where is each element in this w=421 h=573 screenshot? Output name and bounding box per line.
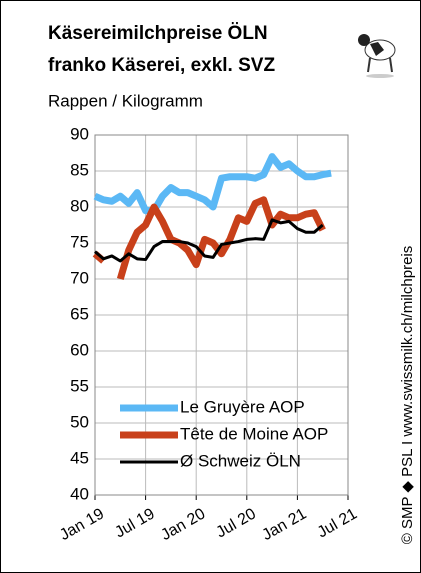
y-tick-label: 90 [70, 124, 89, 143]
y-tick-label: 80 [70, 196, 89, 215]
chart-title: Käsereimilchpreise ÖLN [48, 23, 268, 44]
y-tick-label: 55 [70, 376, 89, 395]
plot-border [94, 134, 349, 496]
legend-label: Ø Schweiz ÖLN [180, 451, 301, 470]
y-tick-label: 50 [70, 412, 89, 431]
series-line [92, 251, 106, 264]
legend-label: Tête de Moine AOP [180, 424, 328, 443]
source-note: © SMP ◆ PSL I www.swissmilk.ch/milchprei… [399, 246, 416, 544]
y-tick-label: 85 [70, 160, 89, 179]
y-tick-label: 40 [70, 484, 89, 503]
cow-icon [358, 34, 396, 78]
y-tick-label: 70 [70, 268, 89, 287]
series-line [116, 196, 326, 280]
y-tick-label: 60 [70, 340, 89, 359]
legend-label: Le Gruyère AOP [180, 397, 305, 416]
series-line [94, 218, 324, 263]
y-axis-label: Rappen / Kilogramm [48, 91, 203, 110]
y-tick-label: 45 [70, 448, 89, 467]
y-tick-label: 75 [70, 232, 89, 251]
chart-subtitle: franko Käserei, exkl. SVZ [48, 55, 275, 76]
series-line [93, 153, 332, 215]
y-tick-label: 65 [70, 304, 89, 323]
